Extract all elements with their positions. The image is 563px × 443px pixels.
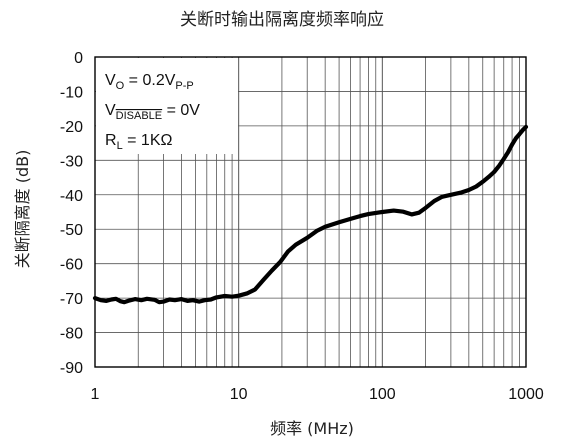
annotation-background (96, 58, 238, 154)
annotation-line: VDISABLE = 0V (105, 102, 200, 122)
y-tick-label: -90 (60, 360, 83, 377)
series (92, 124, 529, 305)
y-axis-label: 关断隔离度 (dB) (13, 150, 32, 269)
y-tick-label: -50 (60, 222, 83, 239)
annotation-line: RL = 1KΩ (105, 132, 172, 152)
y-tick-label: -40 (60, 188, 83, 205)
y-tick-label: -60 (60, 257, 83, 274)
y-tick-label: -30 (60, 153, 83, 170)
y-tick-label: -10 (60, 84, 83, 101)
annotation-box: VO = 0.2VP-P VDISABLE = 0V RL = 1KΩ (96, 58, 238, 154)
x-tick-label: 10 (230, 386, 248, 403)
y-tick-label: -80 (60, 326, 83, 343)
x-tick-label: 100 (369, 386, 396, 403)
annotation-line: VO = 0.2VP-P (105, 72, 194, 92)
x-tick-label: 1 (91, 386, 100, 403)
x-tick-labels: 1 10 100 1000 (91, 386, 544, 403)
y-tick-label: 0 (74, 50, 83, 67)
y-tick-label: -20 (60, 119, 83, 136)
y-tick-labels: 0 -10 -20 -30 -40 -50 -60 -70 -80 -90 (60, 50, 83, 377)
y-tick-label: -70 (60, 291, 83, 308)
x-tick-label: 1000 (508, 386, 544, 403)
series-line (92, 124, 529, 305)
chart-title: 关断时输出隔离度频率响应 (180, 10, 384, 30)
plot-frame (94, 56, 527, 368)
x-axis-label: 频率 (MHz) (270, 419, 354, 438)
